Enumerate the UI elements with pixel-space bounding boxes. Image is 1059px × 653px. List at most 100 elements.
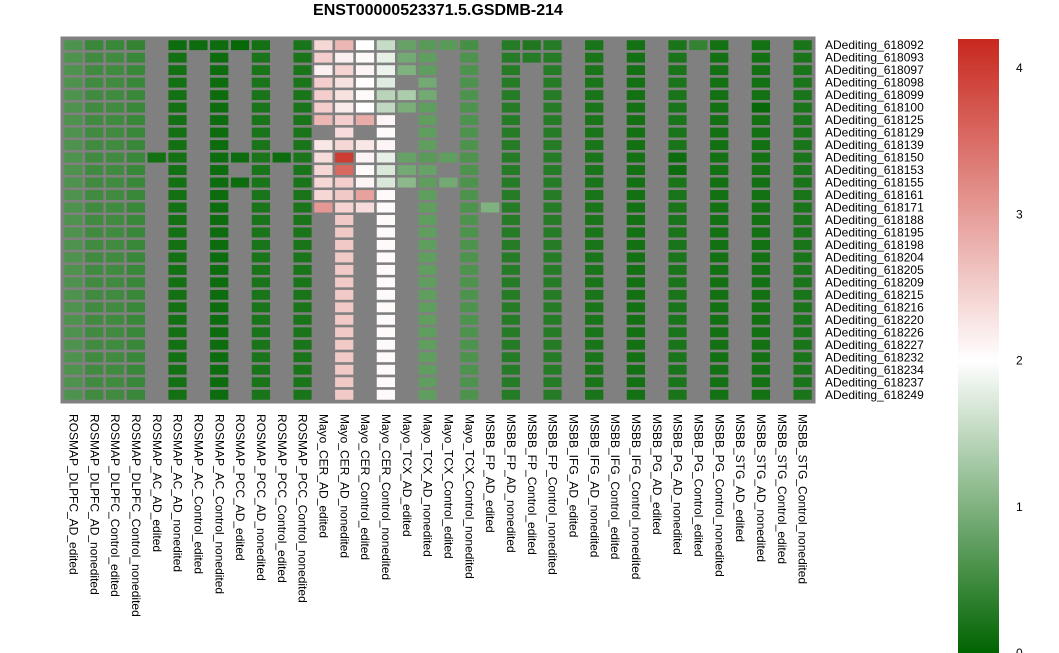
heatmap-cell <box>665 200 690 216</box>
heatmap-cell <box>561 187 586 203</box>
heatmap-cell <box>311 224 336 240</box>
column-label: ROSMAP_DLPFC_Control_edited <box>108 414 122 597</box>
heatmap-cell <box>603 237 627 253</box>
heatmap-cell <box>686 387 711 403</box>
heatmap-cell <box>540 125 565 141</box>
heatmap-cell <box>686 324 711 340</box>
heatmap-cell <box>707 362 731 378</box>
heatmap-cell <box>103 387 127 403</box>
heatmap-cell <box>540 187 565 203</box>
heatmap-cell <box>436 349 461 365</box>
heatmap-cell <box>395 175 419 191</box>
heatmap-cell <box>624 62 648 78</box>
heatmap-cell <box>103 112 127 128</box>
heatmap-cell <box>645 37 669 53</box>
heatmap-cell <box>395 287 419 303</box>
heatmap-cell <box>790 75 815 91</box>
heatmap-cell <box>728 162 752 178</box>
column-label: MSBB_STG_Control_nonedited <box>796 414 810 584</box>
row-labels: ADediting_618092ADediting_618093ADeditin… <box>825 38 924 402</box>
heatmap-cell <box>582 349 606 365</box>
heatmap-cell <box>228 137 252 153</box>
heatmap-cell <box>103 137 127 153</box>
heatmap-cell <box>103 249 127 265</box>
heatmap-cell <box>499 162 523 178</box>
heatmap-cell <box>186 287 211 303</box>
heatmap-cell <box>374 324 398 340</box>
heatmap-cell <box>165 75 190 91</box>
heatmap-cell <box>728 349 752 365</box>
heatmap-cell <box>645 274 669 290</box>
heatmap-cell <box>603 125 627 141</box>
heatmap-cell <box>374 75 398 91</box>
heatmap-cell <box>582 37 606 53</box>
heatmap-cell <box>478 224 502 240</box>
heatmap-cell <box>520 212 544 228</box>
heatmap-cell <box>770 274 794 290</box>
heatmap-cell <box>478 237 502 253</box>
heatmap-cell <box>436 374 461 390</box>
heatmap-cell <box>249 187 273 203</box>
heatmap-cell <box>561 249 586 265</box>
heatmap-cell <box>228 249 252 265</box>
column-label: MSBB_STG_Control_edited <box>775 414 789 564</box>
heatmap-cell <box>478 200 502 216</box>
heatmap-cell <box>749 349 773 365</box>
heatmap-cell <box>61 374 86 390</box>
heatmap-cell <box>665 337 690 353</box>
heatmap-cell <box>270 287 294 303</box>
heatmap-cell <box>624 312 648 328</box>
heatmap-cell <box>603 200 627 216</box>
row-label: ADediting_618100 <box>825 101 924 115</box>
heatmap-cell <box>415 62 440 78</box>
heatmap-cell <box>645 349 669 365</box>
heatmap-cell <box>561 262 586 278</box>
heatmap-cell <box>374 50 398 66</box>
heatmap-cell <box>311 175 336 191</box>
heatmap-cell <box>145 249 169 265</box>
heatmap-cell <box>207 312 231 328</box>
heatmap-cell <box>207 212 231 228</box>
heatmap-cell <box>686 137 711 153</box>
heatmap-cell <box>61 337 86 353</box>
heatmap-cell <box>436 224 461 240</box>
heatmap-cell <box>124 224 148 240</box>
heatmap-cell <box>499 387 523 403</box>
heatmap-cell <box>82 362 106 378</box>
heatmap-cell <box>686 299 711 315</box>
heatmap-cell <box>457 112 481 128</box>
heatmap-cell <box>165 374 190 390</box>
heatmap-cell <box>457 299 481 315</box>
heatmap-cell <box>353 349 377 365</box>
heatmap-cell <box>207 75 231 91</box>
heatmap-cell <box>436 112 461 128</box>
heatmap-cell <box>249 249 273 265</box>
heatmap-cell <box>540 137 565 153</box>
heatmap-cell <box>124 187 148 203</box>
heatmap-cell <box>561 224 586 240</box>
heatmap-cell <box>478 337 502 353</box>
heatmap-cell <box>790 50 815 66</box>
heatmap-cell <box>582 137 606 153</box>
heatmap-cell <box>582 50 606 66</box>
heatmap-cell <box>353 62 377 78</box>
heatmap-cell <box>728 237 752 253</box>
heatmap-cell <box>540 237 565 253</box>
heatmap-cell <box>311 349 336 365</box>
heatmap-cell <box>603 75 627 91</box>
heatmap-cell <box>395 274 419 290</box>
heatmap-cell <box>436 274 461 290</box>
heatmap-cell <box>728 299 752 315</box>
heatmap-cell <box>270 187 294 203</box>
heatmap-cell <box>582 237 606 253</box>
heatmap-cell <box>415 312 440 328</box>
heatmap-cell <box>624 175 648 191</box>
heatmap-cell <box>270 75 294 91</box>
heatmap-cell <box>61 387 86 403</box>
heatmap-cell <box>790 287 815 303</box>
heatmap-cell <box>61 287 86 303</box>
heatmap-cell <box>207 387 231 403</box>
heatmap-cell <box>645 187 669 203</box>
heatmap-cell <box>124 137 148 153</box>
heatmap-cell <box>61 112 86 128</box>
